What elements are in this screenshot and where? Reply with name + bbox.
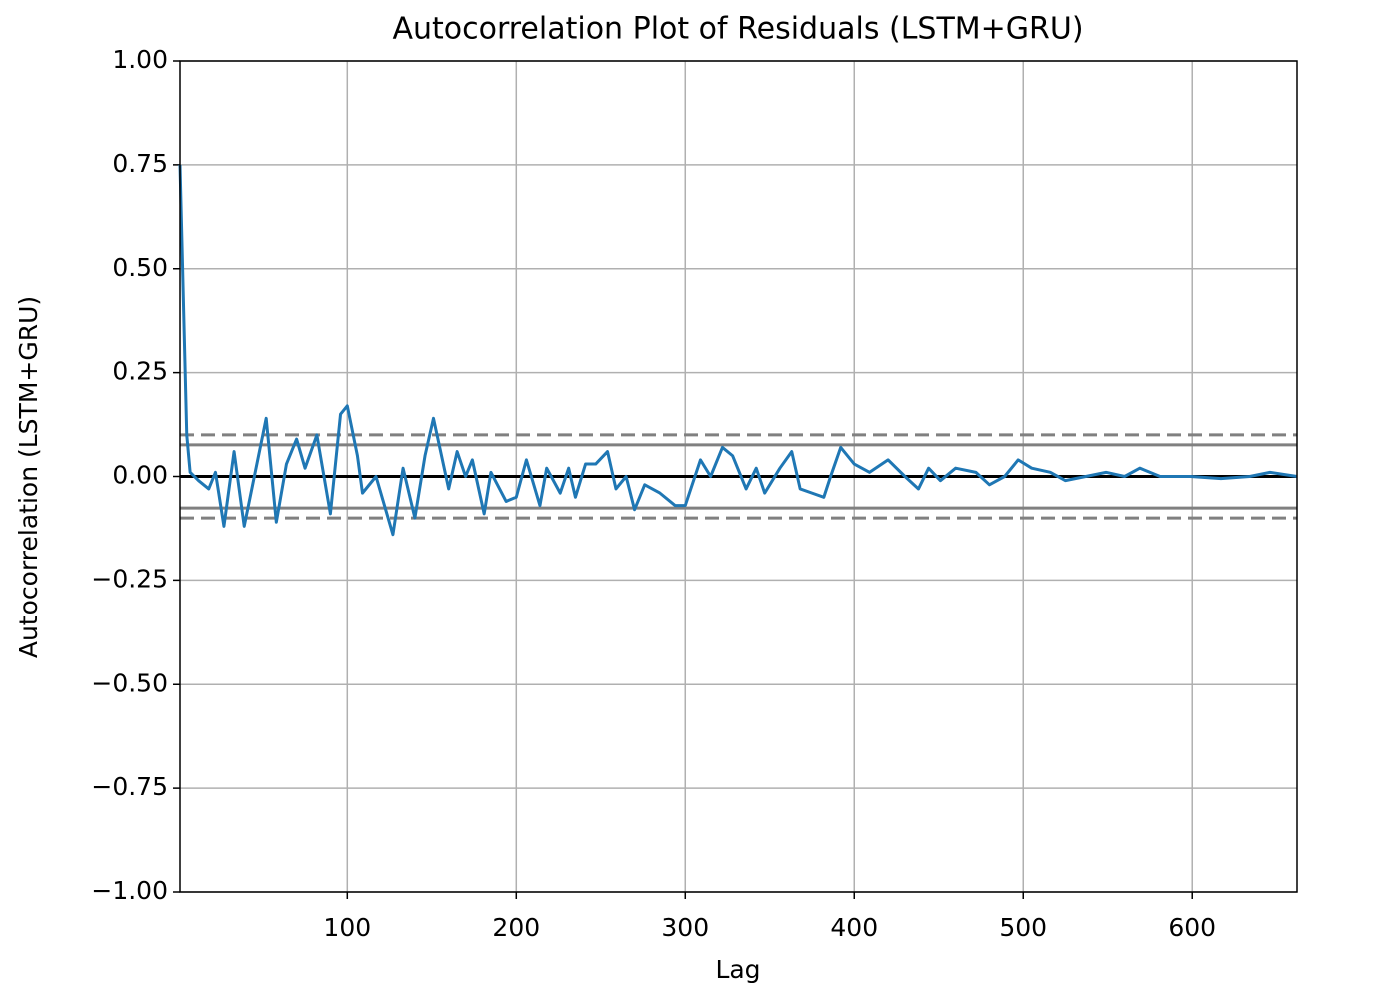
y-tick-label: 0.00 — [112, 461, 168, 490]
y-tick-label: 0.25 — [112, 357, 168, 386]
x-tick-label: 400 — [830, 913, 878, 942]
y-tick-label: −0.50 — [91, 668, 168, 697]
data-line — [178, 164, 1298, 537]
x-tick-label: 600 — [1168, 913, 1216, 942]
y-tick-label: −1.00 — [91, 876, 168, 905]
x-tick-label: 100 — [323, 913, 371, 942]
x-tick-label: 300 — [661, 913, 709, 942]
plot-frame — [179, 60, 1298, 893]
x-axis-label: Lag — [715, 955, 760, 984]
x-tick-label: 200 — [492, 913, 540, 942]
y-tick-label: −0.25 — [91, 564, 168, 593]
y-axis-label: Autocorrelation (LSTM+GRU) — [14, 296, 43, 658]
x-tick-label: 500 — [999, 913, 1047, 942]
y-tick-label: 0.75 — [112, 149, 168, 178]
y-tick-label: 0.50 — [112, 253, 168, 282]
y-tick-label: 1.00 — [112, 45, 168, 74]
chart-title: Autocorrelation Plot of Residuals (LSTM+… — [392, 12, 1083, 47]
y-tick-label: −0.75 — [91, 772, 168, 801]
